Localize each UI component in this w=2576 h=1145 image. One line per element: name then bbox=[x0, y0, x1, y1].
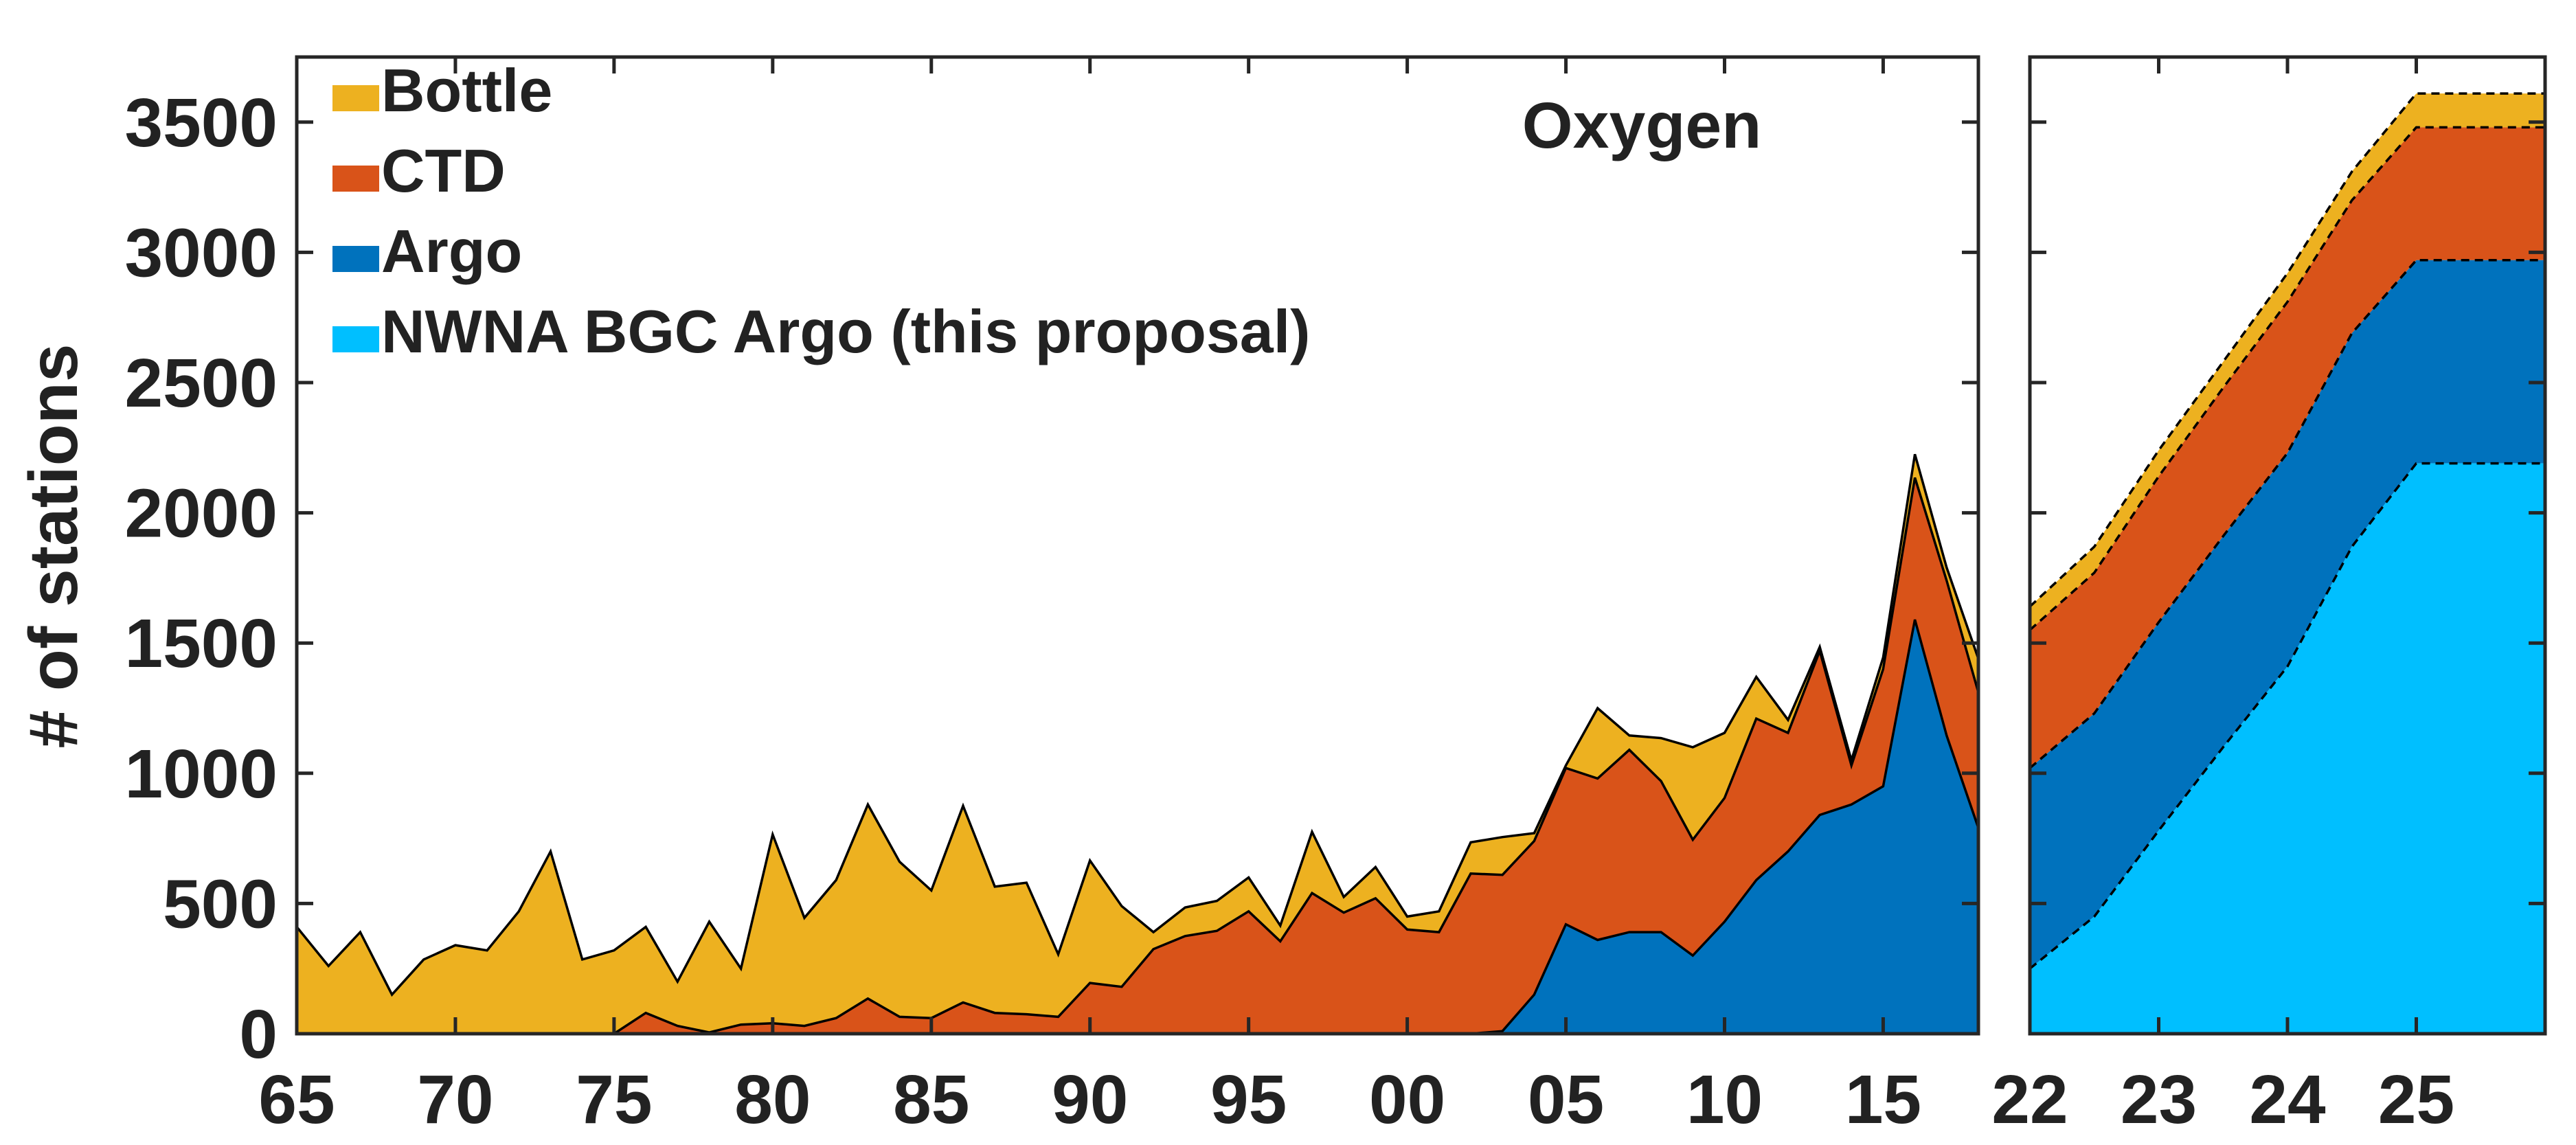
outline-ctd bbox=[297, 477, 1978, 1034]
right-areas bbox=[2030, 92, 2545, 1034]
x-tick-label: 65 bbox=[258, 1061, 335, 1138]
left-axes-box bbox=[295, 55, 1980, 1036]
x-tick-label: 22 bbox=[1991, 1061, 2068, 1138]
y-tick-label: 3000 bbox=[125, 214, 278, 291]
x-tick-label: 10 bbox=[1686, 1061, 1763, 1138]
area-argo bbox=[297, 620, 1978, 1034]
y-tick-label: 3500 bbox=[125, 84, 278, 161]
legend-label-bottle: Bottle bbox=[381, 56, 552, 124]
y-tick-label: 2500 bbox=[125, 345, 278, 422]
legend: Bottle CTD Argo NWNA BGC Argo (this proposa… bbox=[332, 56, 1310, 365]
x-tick-label: 70 bbox=[417, 1061, 493, 1138]
legend-label-nwna-bgc-argo-this-proposal: NWNA BGC Argo (this proposal) bbox=[381, 297, 1310, 365]
y-tick-label: 2000 bbox=[125, 475, 278, 552]
projection-panel: 22 23 24 25 bbox=[1991, 55, 2547, 1138]
historical-panel: 65 70 75 80 85 90 95 00 05 10 15 0 500 1000 1500 2000 25… bbox=[125, 55, 1980, 1138]
outline-bottle bbox=[297, 453, 1978, 997]
x-tick-label: 80 bbox=[734, 1061, 811, 1138]
x-tick-label: 25 bbox=[2378, 1061, 2454, 1138]
x-tick-label: 85 bbox=[893, 1061, 969, 1138]
y-tick-label: 1500 bbox=[125, 605, 278, 682]
x-tick-label: 75 bbox=[576, 1061, 652, 1138]
area-nwna-bgc-argo-this-proposal bbox=[2030, 463, 2545, 1034]
legend-swatch-argo bbox=[332, 246, 379, 272]
x-tick-label: 15 bbox=[1845, 1061, 1921, 1138]
y-tick-label: 1000 bbox=[125, 736, 278, 813]
left-areas bbox=[297, 453, 1978, 1034]
area-bottle bbox=[2030, 93, 2545, 631]
outline-nwna-bgc-argo-this-proposal bbox=[2030, 462, 2545, 970]
outline-bottle bbox=[2030, 92, 2545, 608]
x-tick-label: 00 bbox=[1369, 1061, 1445, 1138]
legend-swatch-bottle bbox=[332, 85, 379, 111]
chart-title: Oxygen bbox=[1522, 89, 1761, 162]
area-ctd bbox=[297, 477, 1978, 1034]
area-argo bbox=[2030, 260, 2545, 969]
legend-swatch-nwna-bgc-argo-this-proposal bbox=[332, 326, 379, 352]
outline-argo bbox=[297, 619, 1978, 1034]
legend-label-argo: Argo bbox=[381, 217, 522, 285]
outline-ctd bbox=[2030, 126, 2545, 631]
area-ctd bbox=[2030, 127, 2545, 769]
area-bottle bbox=[297, 454, 1978, 1034]
x-tick-label: 24 bbox=[2249, 1061, 2326, 1138]
y-tick-label: 500 bbox=[163, 865, 278, 942]
x-tick-label: 05 bbox=[1528, 1061, 1604, 1138]
x-tick-label: 23 bbox=[2121, 1061, 2197, 1138]
x-tick-label: 90 bbox=[1052, 1061, 1128, 1138]
y-tick-label: 0 bbox=[239, 996, 278, 1073]
y-axis-label: # of stations bbox=[15, 344, 92, 749]
legend-swatch-ctd bbox=[332, 166, 379, 192]
legend-label-ctd: CTD bbox=[381, 137, 506, 205]
x-tick-label: 95 bbox=[1210, 1061, 1287, 1138]
